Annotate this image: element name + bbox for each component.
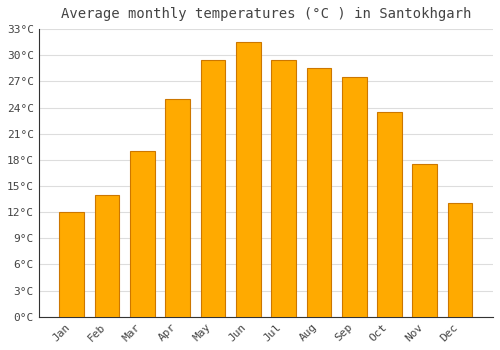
- Bar: [271, 60, 296, 317]
- Bar: [342, 77, 366, 317]
- Bar: [60, 212, 84, 317]
- Title: Average monthly temperatures (°C ) in Santokhgarh: Average monthly temperatures (°C ) in Sa…: [60, 7, 471, 21]
- Bar: [200, 60, 226, 317]
- Bar: [94, 195, 120, 317]
- Bar: [448, 203, 472, 317]
- Bar: [236, 42, 260, 317]
- Bar: [306, 68, 331, 317]
- Bar: [130, 151, 155, 317]
- Bar: [166, 99, 190, 317]
- Bar: [412, 164, 437, 317]
- Bar: [377, 112, 402, 317]
